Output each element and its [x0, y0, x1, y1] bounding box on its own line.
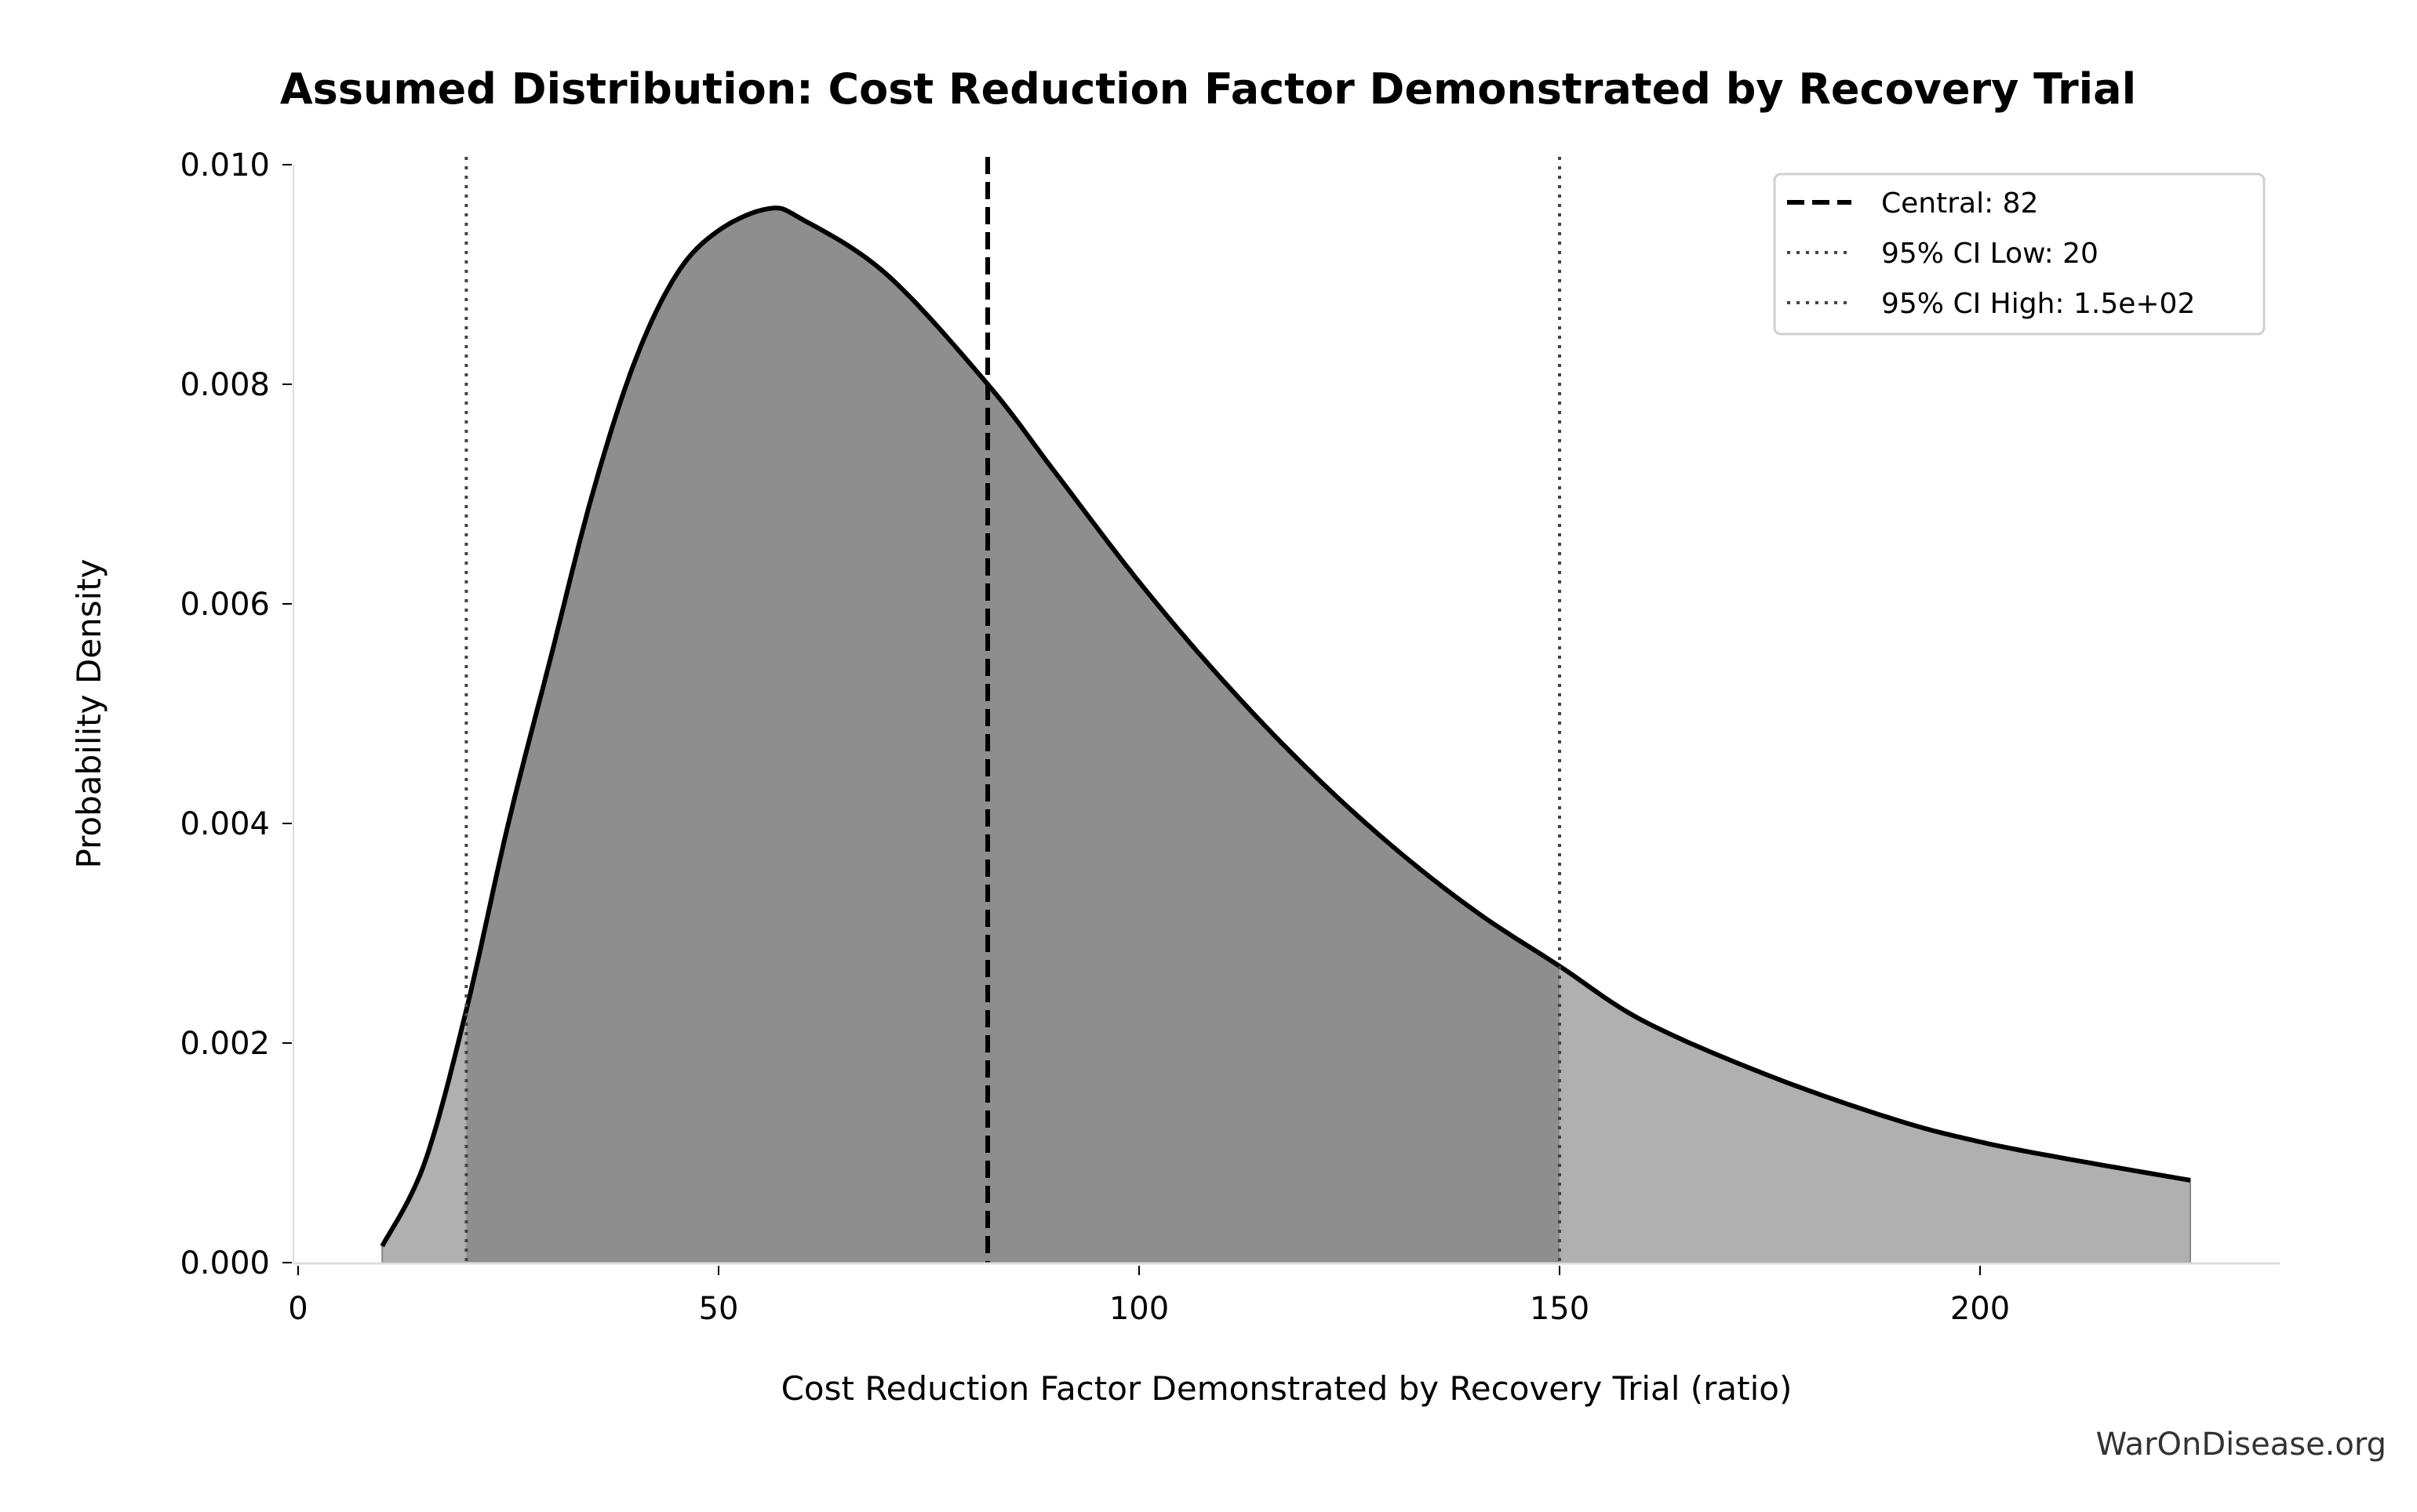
watermark: WarOnDisease.org: [2096, 1427, 2386, 1463]
density-area-ci: [466, 208, 1560, 1263]
x-tick-label: 150: [1530, 1291, 1589, 1327]
y-tick-label: 0.008: [180, 367, 270, 403]
x-tick-label: 50: [699, 1291, 739, 1327]
density-curve: [380, 205, 2191, 1248]
y-axis-label: Probability Density: [70, 558, 108, 868]
y-tick-label: 0.006: [180, 587, 270, 623]
legend-label: 95% CI Low: 20: [1881, 238, 2098, 270]
x-tick-label: 0: [288, 1291, 308, 1327]
legend-label: 95% CI High: 1.5e+02: [1881, 288, 2195, 320]
y-tick-label: 0.002: [180, 1026, 270, 1062]
x-tick-label: 100: [1109, 1291, 1169, 1327]
x-axis-label: Cost Reduction Factor Demonstrated by Re…: [781, 1369, 1793, 1408]
chart-title: Assumed Distribution: Cost Reduction Fac…: [280, 64, 2136, 114]
y-tick-label: 0.010: [180, 147, 270, 184]
plot-area: [380, 157, 2191, 1263]
legend-label: Central: 82: [1881, 187, 2038, 220]
y-tick-label: 0.004: [180, 806, 270, 842]
axes: 0 50 100 150 200 0.000 0.002 0.004 0.006 0.008 0.0…: [180, 147, 2280, 1327]
x-tick-label: 200: [1950, 1291, 2010, 1327]
legend-box: [1773, 173, 2266, 336]
y-tick-label: 0.000: [180, 1245, 270, 1281]
legend: Central: 82 95% CI Low: 20 95% CI High: 1.…: [1773, 173, 2266, 336]
